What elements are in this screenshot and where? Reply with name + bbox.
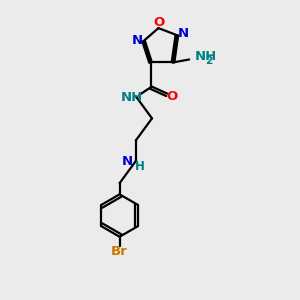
Text: N: N — [178, 27, 189, 40]
Text: O: O — [167, 90, 178, 103]
Text: NH: NH — [195, 50, 218, 63]
Text: H: H — [135, 160, 145, 173]
Text: N: N — [122, 155, 133, 168]
Text: Br: Br — [111, 245, 128, 258]
Text: NH: NH — [121, 91, 143, 104]
Text: N: N — [131, 34, 143, 47]
Text: O: O — [153, 16, 165, 29]
Text: 2: 2 — [205, 56, 213, 66]
